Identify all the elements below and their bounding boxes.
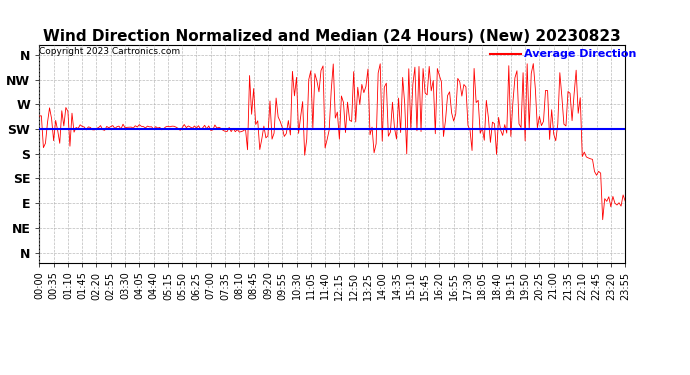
Text: Average Direction: Average Direction bbox=[524, 50, 636, 59]
Text: Copyright 2023 Cartronics.com: Copyright 2023 Cartronics.com bbox=[39, 47, 181, 56]
Title: Wind Direction Normalized and Median (24 Hours) (New) 20230823: Wind Direction Normalized and Median (24… bbox=[43, 29, 621, 44]
